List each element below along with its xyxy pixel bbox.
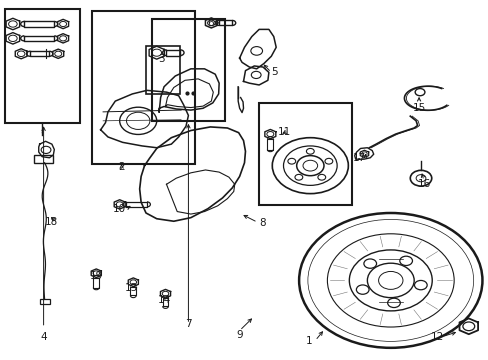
Text: 4: 4 xyxy=(40,332,47,342)
Bar xyxy=(259,103,351,205)
Bar xyxy=(146,45,180,94)
Text: 10: 10 xyxy=(113,204,126,214)
Text: 3: 3 xyxy=(158,54,164,64)
Text: 18: 18 xyxy=(45,217,58,227)
Text: 11: 11 xyxy=(277,127,290,136)
Bar xyxy=(34,155,53,163)
Bar xyxy=(4,9,80,123)
Bar xyxy=(92,12,194,164)
Text: 15: 15 xyxy=(411,103,425,113)
Text: 19: 19 xyxy=(89,271,102,281)
Text: 17: 17 xyxy=(352,153,365,163)
Text: 7: 7 xyxy=(185,319,191,329)
Text: 14: 14 xyxy=(157,295,170,305)
Text: 5: 5 xyxy=(271,67,278,77)
Text: 16: 16 xyxy=(416,179,430,189)
Bar xyxy=(40,299,50,304)
Text: 12: 12 xyxy=(429,332,443,342)
Text: 1: 1 xyxy=(305,336,311,346)
Bar xyxy=(152,19,224,121)
Text: 13: 13 xyxy=(124,283,138,293)
Text: 2: 2 xyxy=(118,162,124,172)
Text: 9: 9 xyxy=(236,330,243,340)
Text: 6: 6 xyxy=(206,18,213,28)
Text: 8: 8 xyxy=(259,218,265,228)
